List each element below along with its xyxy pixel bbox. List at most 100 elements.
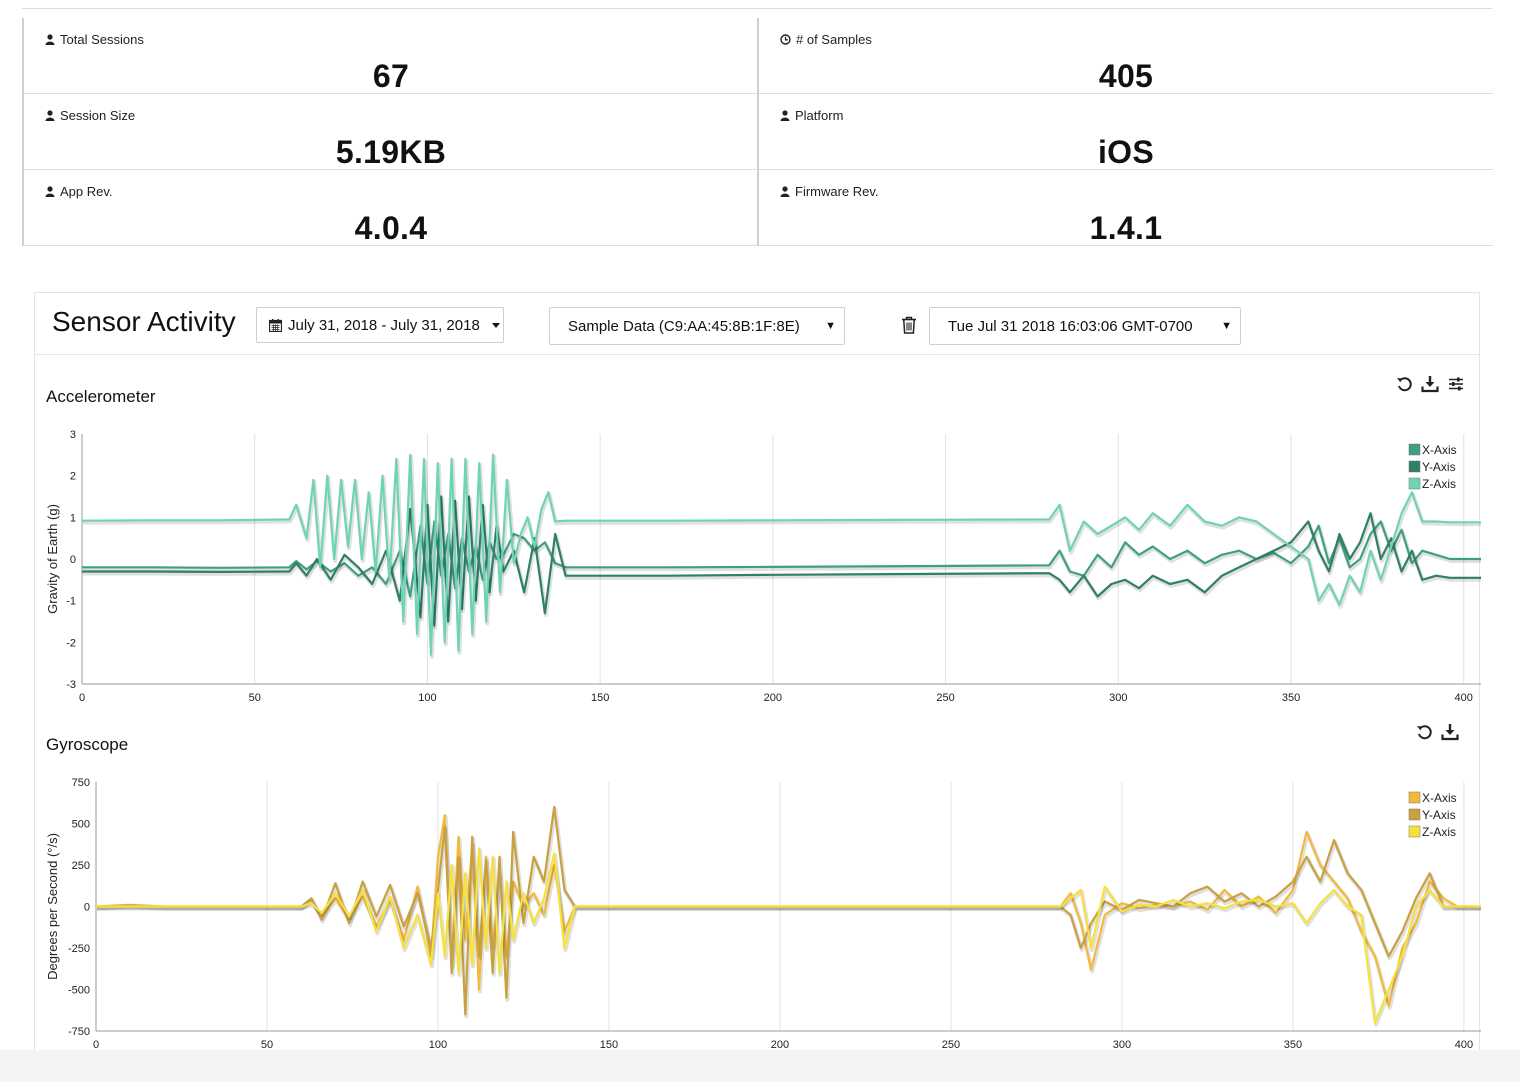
date-range-picker[interactable]: July 31, 2018 - July 31, 2018 (256, 307, 504, 343)
y-tick-label: -250 (68, 943, 90, 955)
chevron-down-icon: ▼ (1221, 320, 1232, 332)
y-tick-label: -2 (66, 637, 76, 649)
x-tick-label: 350 (1282, 692, 1300, 704)
stat-value: 4.0.4 (354, 210, 428, 246)
series-shadow (96, 815, 1481, 1011)
user-icon (45, 34, 55, 45)
y-tick-label: 0 (70, 554, 76, 566)
legend-swatch (1408, 443, 1421, 456)
settings-sliders-icon[interactable] (1447, 375, 1465, 393)
legend-swatch (1408, 477, 1421, 490)
stat-label: Session Size (60, 108, 136, 123)
gyro-toolbar (1415, 723, 1459, 741)
x-tick-label: 50 (261, 1039, 273, 1051)
sample-select[interactable]: Sample Data (C9:AA:45:8B:1F:8E) ▼ (549, 307, 845, 345)
legend-label[interactable]: Z-Axis (1422, 825, 1456, 839)
stat-label: Platform (795, 108, 844, 123)
stat-value: 405 (1098, 58, 1154, 94)
stat-value: iOS (1097, 134, 1155, 170)
legend-label[interactable]: Y-Axis (1422, 808, 1456, 822)
y-tick-label: 1 (70, 512, 76, 524)
stat-app-rev: App Rev. 4.0.4 (22, 170, 758, 246)
stat-platform: Platform iOS (757, 94, 1493, 170)
x-tick-label: 100 (429, 1039, 447, 1051)
session-select[interactable]: Tue Jul 31 2018 16:03:06 GMT-0700 ▼ (929, 307, 1241, 345)
y-axis-title: Gravity of Earth (g) (45, 504, 60, 614)
legend-swatch (1408, 791, 1421, 804)
download-icon[interactable] (1441, 723, 1459, 741)
stat-samples: # of Samples 405 (757, 18, 1493, 94)
session-select-value: Tue Jul 31 2018 16:03:06 GMT-0700 (948, 317, 1193, 335)
calendar-icon (269, 318, 282, 332)
x-tick-label: 250 (942, 1039, 960, 1051)
stats-top-border (22, 8, 1492, 9)
user-icon (780, 186, 790, 197)
x-tick-label: 400 (1455, 1039, 1473, 1051)
stat-session-size: Session Size 5.19KB (22, 94, 758, 170)
stat-label: Total Sessions (60, 32, 144, 47)
stat-value: 67 (372, 58, 410, 94)
sample-select-value: Sample Data (C9:AA:45:8B:1F:8E) (568, 317, 800, 335)
y-tick-label: -3 (66, 679, 76, 691)
legend-label[interactable]: Y-Axis (1422, 460, 1456, 474)
y-tick-label: -500 (68, 985, 90, 997)
legend-swatch (1408, 460, 1421, 473)
x-tick-label: 300 (1109, 692, 1127, 704)
panel-header: Sensor Activity July 31, 2018 - July 31,… (35, 293, 1479, 355)
x-tick-label: 150 (600, 1039, 618, 1051)
x-tick-label: 300 (1113, 1039, 1131, 1051)
panel-title: Sensor Activity (52, 306, 236, 337)
legend-label[interactable]: X-Axis (1422, 443, 1457, 457)
stat-firmware-rev: Firmware Rev. 1.4.1 (757, 170, 1493, 246)
series-line-x-axis[interactable] (95, 814, 1481, 1008)
y-tick-label: -750 (68, 1026, 90, 1038)
x-tick-label: 250 (936, 692, 954, 704)
stat-value: 5.19KB (335, 134, 447, 170)
x-tick-label: 400 (1455, 692, 1473, 704)
gyroscope-block: Gyroscope 0 50 100 150 200 250 300 350 400 -750 -5… (35, 721, 1481, 1082)
x-tick-label: 100 (418, 692, 436, 704)
accelerometer-block: Accelerometer 0 50 100 150 200 250 300 350 400 -3… (35, 373, 1481, 713)
y-tick-label: 2 (70, 471, 76, 483)
chevron-down-icon: ▼ (825, 320, 836, 332)
x-tick-label: 50 (249, 692, 261, 704)
series-line-z-axis[interactable] (96, 847, 1481, 1024)
x-tick-label: 0 (93, 1039, 99, 1051)
reset-zoom-icon[interactable] (1415, 723, 1433, 741)
accel-toolbar (1395, 375, 1465, 393)
chart-title: Accelerometer (46, 387, 156, 406)
y-tick-label: 750 (72, 777, 90, 789)
accelerometer-chart[interactable]: 0 50 100 150 200 250 300 350 400 -3 -2 -1 0 1 2 3 Gravit… (35, 419, 1481, 754)
download-icon[interactable] (1421, 375, 1439, 393)
legend-label[interactable]: Z-Axis (1422, 477, 1456, 491)
y-tick-label: 500 (72, 819, 90, 831)
legend-swatch (1408, 825, 1421, 838)
legend-swatch (1408, 808, 1421, 821)
user-icon (45, 186, 55, 197)
series-line-z-axis[interactable] (81, 453, 1481, 656)
reset-zoom-icon[interactable] (1395, 375, 1413, 393)
x-tick-label: 350 (1284, 1039, 1302, 1051)
x-tick-label: 200 (771, 1039, 789, 1051)
y-tick-label: 0 (84, 902, 90, 914)
series-shadow (96, 806, 1481, 1019)
y-axis-title: Degrees per Second (°/s) (45, 833, 60, 980)
stat-label: App Rev. (60, 184, 113, 199)
trash-icon[interactable] (901, 316, 917, 334)
gyroscope-chart[interactable]: 0 50 100 150 200 250 300 350 400 -750 -500 -250 0 250… (35, 767, 1481, 1082)
legend-label[interactable]: X-Axis (1422, 791, 1457, 805)
x-tick-label: 150 (591, 692, 609, 704)
series-shadow (97, 848, 1481, 1027)
caret-down-icon (491, 322, 500, 328)
stat-label: Firmware Rev. (795, 184, 879, 199)
chart-title: Gyroscope (46, 735, 129, 754)
clock-icon (780, 34, 791, 45)
stat-total-sessions: Total Sessions 67 (22, 18, 758, 94)
y-tick-label: 3 (70, 429, 76, 441)
user-icon (45, 110, 55, 121)
stat-value: 1.4.1 (1089, 210, 1163, 246)
date-range-label: July 31, 2018 - July 31, 2018 (288, 316, 480, 334)
user-icon (780, 110, 790, 121)
x-tick-label: 200 (764, 692, 782, 704)
y-tick-label: 250 (72, 860, 90, 872)
